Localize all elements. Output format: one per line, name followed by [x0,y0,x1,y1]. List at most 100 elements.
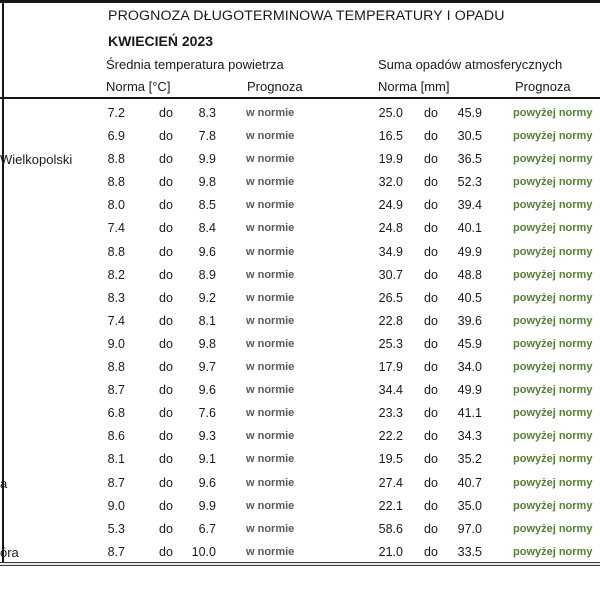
temp-range-separator: do [159,360,173,375]
precip-range-separator: do [424,475,438,490]
precip-range-separator: do [424,383,438,398]
station-name [0,518,75,541]
precip-norm-max: 30.5 [457,129,482,144]
precip-forecast-value: powyżej normy [513,245,593,258]
station-name [0,425,75,448]
precip-range-separator: do [424,498,438,513]
temp-norm-max: 9.2 [198,290,216,305]
precip-forecast-value: powyżej normy [513,384,593,397]
precip-range-separator: do [424,406,438,421]
precip-norm-min: 22.2 [378,429,403,444]
temp-forecast-value: w normie [246,476,295,489]
temp-norm-min: 7.4 [107,313,125,328]
precip-forecast-value: powyżej normy [513,337,593,350]
precip-norm-max: 49.9 [457,383,482,398]
precip-range-separator: do [424,175,438,190]
precip-norm-min: 16.5 [378,129,403,144]
station-name [0,310,75,333]
temp-forecast-value: w normie [246,384,295,397]
temp-forecast-value: w normie [246,545,295,558]
precip-forecast-value: powyżej normy [513,545,593,558]
temp-forecast-value: w normie [246,361,295,374]
precip-norm-max: 39.4 [457,198,482,213]
precip-forecast-value: powyżej normy [513,291,593,304]
precip-range-separator: do [424,360,438,375]
temp-range-separator: do [159,129,173,144]
temp-forecast-value: w normie [246,337,295,350]
station-name [0,379,75,402]
table-left-border [1,0,4,565]
table-body: 7.2 do 8.3 w normie 25.0 do 45.9 powyżej… [0,102,600,564]
temp-forecast-value: w normie [246,245,295,258]
temp-range-separator: do [159,198,173,213]
precip-norm-max: 40.5 [457,290,482,305]
temp-norm-min: 9.0 [107,336,125,351]
temp-norm-min: 6.9 [107,129,125,144]
table-row: 8.3 do 9.2 w normie 26.5 do 40.5 powyżej… [0,287,600,310]
temp-norm-min: 8.6 [107,429,125,444]
temp-norm-min: 8.1 [107,452,125,467]
temp-forecast-value: w normie [246,314,295,327]
temp-range-separator: do [159,106,173,120]
temp-forecast-value: w normie [246,153,295,166]
temp-norm-max: 9.6 [198,244,216,259]
temp-norm-min: 8.7 [107,544,125,559]
station-name [0,495,75,518]
temp-norm-max: 9.7 [198,360,216,375]
temp-forecast-value: w normie [246,430,295,443]
temp-norm-max: 10.0 [191,544,216,559]
temp-forecast-value: w normie [246,199,295,212]
table-row: 8.8 do 9.8 w normie 32.0 do 52.3 powyżej… [0,171,600,194]
table-row: 8.8 do 9.6 w normie 34.9 do 49.9 powyżej… [0,241,600,264]
temp-norm-min: 9.0 [107,498,125,513]
precip-range-separator: do [424,267,438,282]
precip-norm-min: 32.0 [378,175,403,190]
precip-forecast-value: powyżej normy [513,430,593,443]
precip-forecast-value: powyżej normy [513,476,593,489]
precip-range-separator: do [424,544,438,559]
precip-forecast-value: powyżej normy [513,130,593,143]
header-separator-line [0,97,600,100]
precip-norm-max: 33.5 [457,544,482,559]
temp-range-separator: do [159,175,173,190]
temp-range-separator: do [159,244,173,259]
precip-norm-min: 34.4 [378,383,403,398]
temp-forecast-value: w normie [246,268,295,281]
temp-norm-max: 9.8 [198,175,216,190]
precip-norm-min: 25.0 [378,106,403,120]
table-row: 8.0 do 8.5 w normie 24.9 do 39.4 powyżej… [0,194,600,217]
table-row: 8.1 do 9.1 w normie 19.5 do 35.2 powyżej… [0,448,600,471]
precip-forecast-value: powyżej normy [513,522,593,535]
temp-norm-min: 8.8 [107,244,125,259]
precip-range-separator: do [424,221,438,236]
precip-range-separator: do [424,129,438,144]
table-row: a 8.7 do 9.6 w normie 27.4 do 40.7 powyż… [0,472,600,495]
precip-forecast-value: powyżej normy [513,222,593,235]
precip-range-separator: do [424,290,438,305]
precip-norm-max: 40.7 [457,475,482,490]
precip-forecast-value: powyżej normy [513,268,593,281]
temp-norm-min: 8.8 [107,152,125,167]
table-row: óra 8.7 do 10.0 w normie 21.0 do 33.5 po… [0,541,600,564]
temp-range-separator: do [159,152,173,167]
station-name [0,333,75,356]
table-row: 8.7 do 9.6 w normie 34.4 do 49.9 powyżej… [0,379,600,402]
temp-range-separator: do [159,498,173,513]
precip-forecast-value: powyżej normy [513,361,593,374]
temp-norm-min: 7.2 [107,106,125,120]
temp-forecast-value: w normie [246,291,295,304]
precip-range-separator: do [424,313,438,328]
table-row: 7.4 do 8.4 w normie 24.8 do 40.1 powyżej… [0,217,600,240]
precip-norm-min: 19.5 [378,452,403,467]
precip-norm-min: 19.9 [378,152,403,167]
precip-norm-max: 49.9 [457,244,482,259]
precip-norm-min: 22.1 [378,498,403,513]
temperature-norm-column-header: Norma [°C] [106,79,171,94]
temp-range-separator: do [159,336,173,351]
temp-forecast-value: w normie [246,499,295,512]
precip-forecast-value: powyżej normy [513,499,593,512]
precip-norm-max: 34.0 [457,360,482,375]
precipitation-forecast-column-header: Prognoza [515,79,571,94]
temp-norm-max: 9.9 [198,152,216,167]
temperature-forecast-column-header: Prognoza [247,79,303,94]
